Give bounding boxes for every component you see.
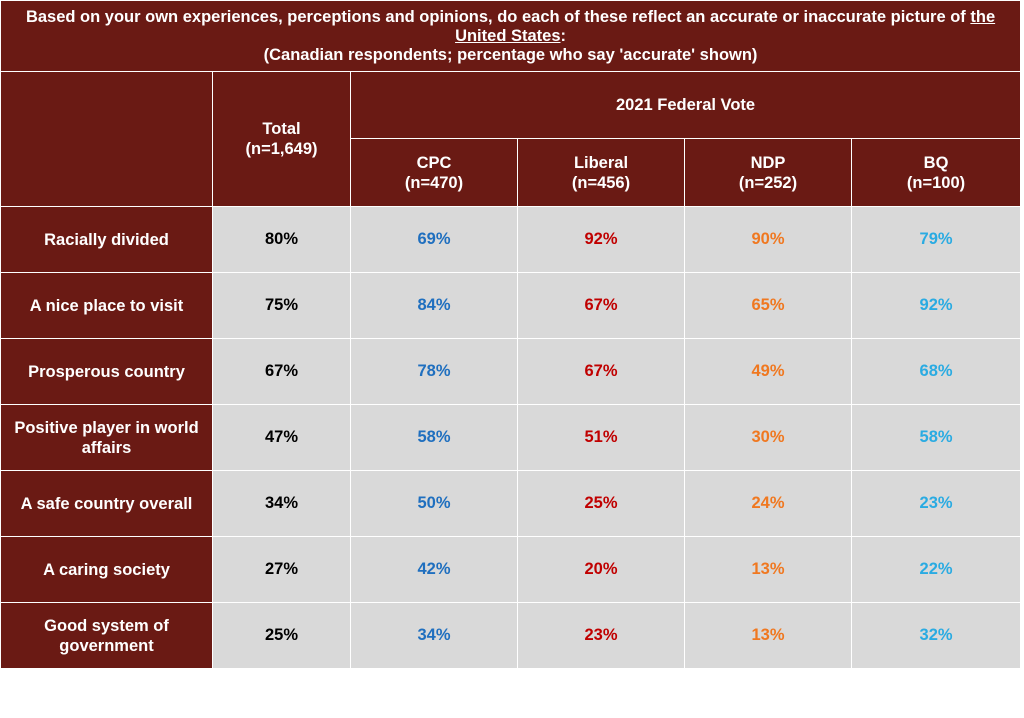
results-table-wrapper: Based on your own experiences, perceptio… <box>0 0 1022 669</box>
value-cell-ndp: 65% <box>684 272 852 339</box>
value-cell-total: 80% <box>212 206 351 273</box>
table-row: A safe country overall 34% 50% 25% 24% 2… <box>0 470 1022 537</box>
value-cell-ndp: 30% <box>684 404 852 471</box>
value-cell-bq: 32% <box>850 602 1022 669</box>
value-cell-liberal: 20% <box>517 536 685 603</box>
column-header-bq-label: BQ <box>923 153 949 172</box>
table-row: A nice place to visit 75% 84% 67% 65% 92… <box>0 272 1022 339</box>
value-cell-total: 34% <box>212 470 351 537</box>
value-cell-bq: 58% <box>850 404 1022 471</box>
row-label: A safe country overall <box>0 470 213 537</box>
value-cell-liberal: 67% <box>517 338 685 405</box>
column-header-cpc-label: CPC <box>416 153 452 172</box>
column-header-ndp-n: (n=252) <box>738 173 798 192</box>
table-row: Prosperous country 67% 78% 67% 49% 68% <box>0 338 1022 405</box>
empty-corner-cell <box>0 71 213 207</box>
value-cell-total: 25% <box>212 602 351 669</box>
table-row: Racially divided 80% 69% 92% 90% 79% <box>0 206 1022 273</box>
title-text-pre: Based on your own experiences, perceptio… <box>25 7 971 26</box>
title-underlined-text: the United States <box>455 7 996 45</box>
value-cell-bq: 92% <box>850 272 1022 339</box>
value-cell-ndp: 24% <box>684 470 852 537</box>
table-row: A caring society 27% 42% 20% 13% 22% <box>0 536 1022 603</box>
value-cell-liberal: 67% <box>517 272 685 339</box>
value-cell-ndp: 90% <box>684 206 852 273</box>
column-header-ndp-label: NDP <box>750 153 786 172</box>
value-cell-total: 75% <box>212 272 351 339</box>
value-cell-liberal: 23% <box>517 602 685 669</box>
value-cell-cpc: 42% <box>350 536 518 603</box>
value-cell-cpc: 50% <box>350 470 518 537</box>
row-label: Good system of government <box>0 602 213 669</box>
column-header-bq-n: (n=100) <box>906 173 966 192</box>
column-header-ndp: NDP (n=252) <box>684 138 852 207</box>
column-header-total-label: Total <box>262 120 301 138</box>
value-cell-bq: 79% <box>850 206 1022 273</box>
group-header-federal-vote: 2021 Federal Vote <box>349 71 1022 139</box>
table-row: Positive player in world affairs 47% 58%… <box>0 404 1022 471</box>
results-table: Based on your own experiences, perceptio… <box>0 0 1022 669</box>
value-cell-cpc: 34% <box>350 602 518 669</box>
value-cell-ndp: 49% <box>684 338 852 405</box>
row-label: Racially divided <box>0 206 213 273</box>
value-cell-liberal: 51% <box>517 404 685 471</box>
column-header-total-n: (n=1,649) <box>245 140 318 158</box>
value-cell-bq: 22% <box>850 536 1022 603</box>
column-header-bq: BQ (n=100) <box>850 138 1022 207</box>
column-header-cpc-n: (n=470) <box>404 173 464 192</box>
column-header-liberal: Liberal (n=456) <box>517 138 685 207</box>
value-cell-bq: 23% <box>850 470 1022 537</box>
title-text-post: : <box>560 26 567 45</box>
value-cell-ndp: 13% <box>684 536 852 603</box>
column-header-liberal-n: (n=456) <box>571 173 631 192</box>
value-cell-ndp: 13% <box>684 602 852 669</box>
row-label: Positive player in world affairs <box>0 404 213 471</box>
value-cell-total: 47% <box>212 404 351 471</box>
value-cell-bq: 68% <box>850 338 1022 405</box>
column-header-total: Total (n=1,649) <box>212 71 351 207</box>
table-row: Good system of government 25% 34% 23% 13… <box>0 602 1022 669</box>
value-cell-cpc: 58% <box>350 404 518 471</box>
row-label: A nice place to visit <box>0 272 213 339</box>
value-cell-cpc: 84% <box>350 272 518 339</box>
row-label: Prosperous country <box>0 338 213 405</box>
value-cell-cpc: 69% <box>350 206 518 273</box>
value-cell-liberal: 92% <box>517 206 685 273</box>
table-title: Based on your own experiences, perceptio… <box>0 0 1022 72</box>
column-header-liberal-label: Liberal <box>573 153 629 172</box>
value-cell-total: 27% <box>212 536 351 603</box>
value-cell-liberal: 25% <box>517 470 685 537</box>
row-label: A caring society <box>0 536 213 603</box>
column-header-cpc: CPC (n=470) <box>350 138 518 207</box>
title-subtitle: (Canadian respondents; percentage who sa… <box>263 45 758 64</box>
value-cell-total: 67% <box>212 338 351 405</box>
value-cell-cpc: 78% <box>350 338 518 405</box>
